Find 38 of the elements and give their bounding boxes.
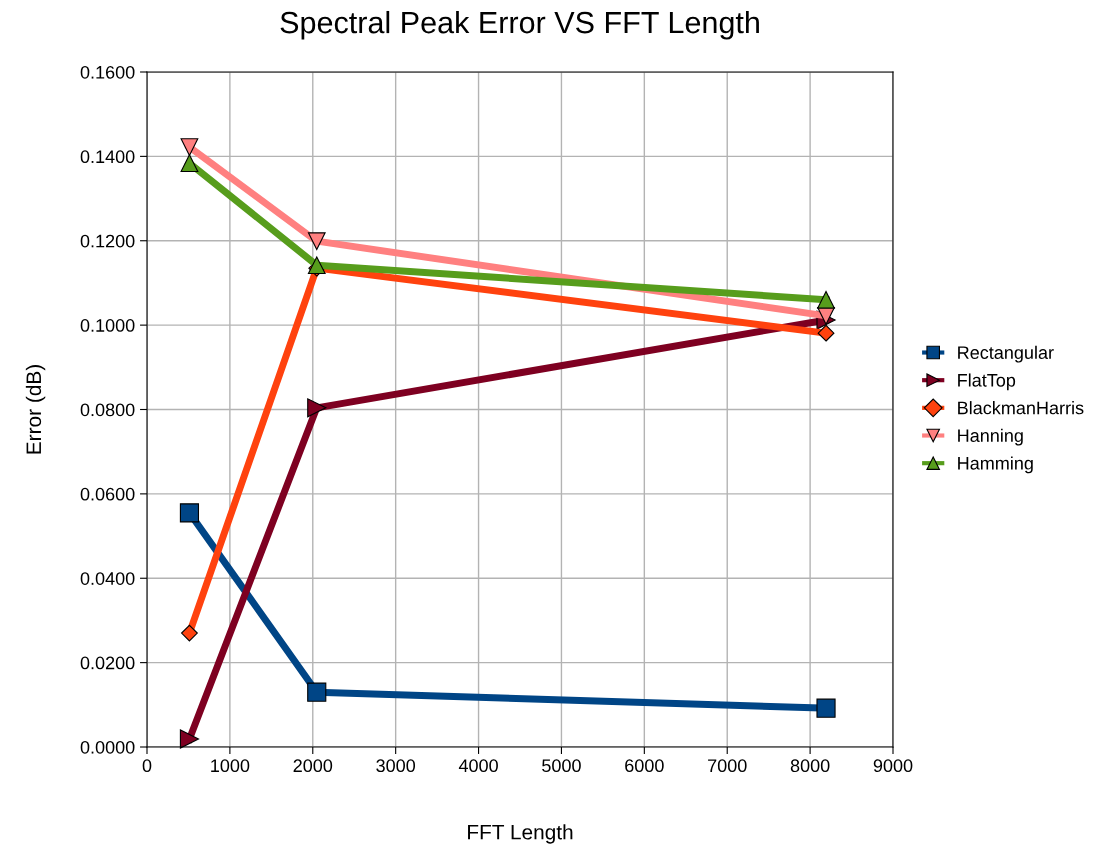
y-tick-label: 0.0200 <box>80 656 135 670</box>
y-tick-label: 0.1200 <box>80 234 135 248</box>
y-axis-title: Error (dB) <box>25 365 46 454</box>
x-tick-label: 5000 <box>542 759 581 773</box>
chart-title: Spectral Peak Error VS FFT Length <box>280 10 759 40</box>
x-tick-label: 8000 <box>790 759 830 773</box>
x-tick-label: 0 <box>142 759 152 773</box>
point <box>307 398 327 418</box>
point <box>307 682 327 702</box>
x-tick-label: 4000 <box>458 759 498 773</box>
x-tick-label: 3000 <box>376 759 416 773</box>
y-tick-label: 0.0000 <box>80 740 135 754</box>
y-tick-label: 0.1400 <box>80 150 135 164</box>
y-tick-label: 0.0600 <box>80 487 135 501</box>
y-tick-label: 0.0800 <box>80 403 135 417</box>
point <box>816 698 836 718</box>
y-tick-label: 0.1000 <box>80 319 135 332</box>
point <box>307 232 326 251</box>
x-tick-label: 7000 <box>708 759 747 773</box>
point <box>817 324 835 342</box>
x-tick-label: 2000 <box>293 759 333 773</box>
y-tick-label: 0.0400 <box>80 572 135 585</box>
legend-label: FlatTop <box>958 373 1016 391</box>
legend-label: Rectangular <box>958 345 1054 363</box>
point <box>179 503 200 523</box>
legend-label: BlackmanHarris <box>958 401 1084 415</box>
point <box>181 624 198 642</box>
x-tick-label: 1000 <box>211 759 250 773</box>
point <box>180 154 199 173</box>
x-tick-label: 6000 <box>625 759 664 773</box>
legend-label: Hanning <box>958 428 1023 446</box>
point <box>179 729 200 749</box>
x-axis-title: FFT Length <box>468 824 573 844</box>
legend-label: Hamming <box>958 456 1033 474</box>
point <box>180 138 199 156</box>
point <box>817 290 835 309</box>
y-tick-label: 0.1600 <box>80 65 135 79</box>
x-tick-label: 9000 <box>873 759 913 773</box>
